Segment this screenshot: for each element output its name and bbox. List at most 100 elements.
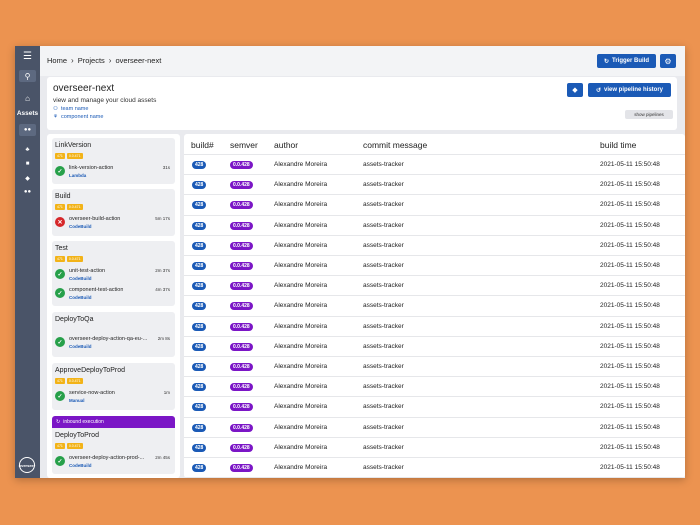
semver-badge: 0.0.428 — [230, 241, 253, 250]
action-type: CodeBuild — [69, 463, 92, 468]
group-icon[interactable]: ●● — [23, 189, 32, 195]
stage-name: ApproveDeployToProd — [55, 367, 126, 374]
database-icon[interactable]: ◆ — [25, 175, 30, 182]
column-header[interactable]: semver — [230, 140, 258, 150]
action-type: CodeBuild — [69, 344, 92, 349]
author-cell: Alexandre Moreira — [274, 181, 328, 189]
build-time-cell: 2021-05-11 15:50:48 — [600, 241, 660, 249]
author-cell: Alexandre Moreira — [274, 302, 328, 310]
version-tag: 0.0.471 — [66, 443, 83, 449]
author-cell: Alexandre Moreira — [274, 342, 328, 350]
home-icon[interactable]: ⌂ — [25, 93, 30, 103]
stage-card[interactable]: DeployToProd 471 0.0.471 ✓ overseer-depl… — [52, 428, 175, 474]
stage-card[interactable]: Test 471 0.0.471 ✓ unit-test-action Code… — [52, 241, 175, 306]
column-header[interactable]: commit message — [363, 140, 428, 150]
author-cell: Alexandre Moreira — [274, 282, 328, 290]
action-item[interactable]: ✕ overseer-build-action CodeBuild 5m 17s — [55, 214, 172, 230]
settings-button[interactable]: ⚙ — [660, 54, 676, 68]
commit-message-cell: assets-tracker — [363, 383, 404, 391]
action-item[interactable]: ✓ component-test-action CodeBuild 4m 37s — [55, 285, 172, 301]
commit-message-cell: assets-tracker — [363, 403, 404, 411]
semver-badge: 0.0.428 — [230, 201, 253, 210]
inbound-execution-banner: ↻ inbound execution — [52, 416, 175, 428]
action-item[interactable]: ✓ overseer-deploy-action-qa-eu-... CodeB… — [55, 334, 172, 350]
build-time-cell: 2021-05-11 15:50:48 — [600, 383, 660, 391]
stage-name: DeployToQa — [55, 316, 94, 323]
app-window: ☰ ⚲ ⌂ Assets ●● ♣ ■ ◆ ●● overseer Home ›… — [15, 46, 685, 478]
semver-badge: 0.0.428 — [230, 342, 253, 351]
team-name: team name — [60, 106, 89, 112]
action-duration: 4m 37s — [155, 287, 170, 292]
build-number-badge: 428 — [192, 363, 207, 371]
top-bar: Home › Projects › overseer-next ↻ Trigge… — [40, 46, 685, 76]
stage-card[interactable]: ApproveDeployToProd 471 0.0.471 ✓ servic… — [52, 363, 175, 410]
commit-message-cell: assets-tracker — [363, 181, 404, 189]
build-time-cell: 2021-05-11 15:50:48 — [600, 423, 660, 431]
build-number-badge: 428 — [192, 201, 207, 210]
action-item[interactable]: ✓ service-now-action Manual 1m — [55, 388, 172, 404]
stage-card[interactable]: LinkVersion 471 0.0.471 ✓ link-version-a… — [52, 138, 175, 184]
hamburger-icon[interactable]: ☰ — [23, 50, 32, 62]
stage-card[interactable]: DeployToQa ✓ overseer-deploy-action-qa-e… — [52, 312, 175, 357]
commit-message-cell: assets-tracker — [363, 322, 404, 330]
semver-badge: 0.0.428 — [230, 383, 253, 392]
column-header[interactable]: build time — [600, 140, 637, 150]
commit-message-cell: assets-tracker — [363, 241, 404, 249]
action-item[interactable]: ✓ overseer-deploy-action-prod-... CodeBu… — [55, 453, 172, 469]
assets-icon[interactable]: ●● — [19, 124, 36, 136]
build-time-cell: 2021-05-11 15:50:48 — [600, 464, 660, 471]
stage-card[interactable]: Build 471 0.0.471 ✕ overseer-build-actio… — [52, 189, 175, 236]
breadcrumb-home[interactable]: Home — [47, 56, 68, 65]
column-header[interactable]: build# — [191, 140, 214, 150]
semver-badge: 0.0.428 — [230, 443, 253, 452]
check-icon: ✓ — [55, 269, 65, 279]
semver-badge: 0.0.428 — [230, 282, 253, 291]
error-icon: ✕ — [55, 217, 65, 227]
build-tag: 471 — [55, 443, 65, 449]
action-name: overseer-deploy-action-qa-eu-... — [69, 336, 148, 342]
build-history-table: build# semver author commit message buil… — [184, 134, 685, 478]
action-item[interactable]: ✓ link-version-action Lambda 31s — [55, 163, 172, 179]
commit-message-cell: assets-tracker — [363, 423, 404, 431]
breadcrumb-projects[interactable]: Projects — [77, 56, 105, 65]
show-pipelines-button[interactable]: show pipelines — [625, 110, 673, 119]
history-icon: ↺ — [595, 87, 601, 94]
build-time-cell: 2021-05-11 15:50:48 — [600, 302, 660, 310]
commit-message-cell: assets-tracker — [363, 464, 404, 471]
check-icon: ✓ — [55, 456, 65, 466]
view-pipeline-history-button[interactable]: ↺ view pipeline history — [588, 83, 671, 97]
team-link[interactable]: ⚇ team name — [53, 106, 88, 112]
trigger-build-label: Trigger Build — [612, 58, 650, 64]
build-tag: 471 — [55, 256, 65, 262]
column-header[interactable]: author — [274, 140, 299, 150]
build-number-badge: 428 — [192, 403, 207, 412]
diamond-button[interactable]: ◆ — [567, 83, 583, 97]
author-cell: Alexandre Moreira — [274, 322, 328, 330]
trigger-build-button[interactable]: ↻ Trigger Build — [597, 54, 656, 68]
commit-message-cell: assets-tracker — [363, 443, 404, 451]
hierarchy-icon[interactable]: ♣ — [25, 147, 30, 153]
component-link[interactable]: ⚘ component name — [53, 114, 103, 120]
action-item[interactable]: ✓ unit-test-action CodeBuild 2m 37s — [55, 266, 172, 282]
stack-icon[interactable]: ■ — [25, 161, 30, 167]
component-name: component name — [60, 114, 104, 120]
search-icon[interactable]: ⚲ — [19, 70, 36, 82]
refresh-icon: ↻ — [603, 58, 609, 65]
